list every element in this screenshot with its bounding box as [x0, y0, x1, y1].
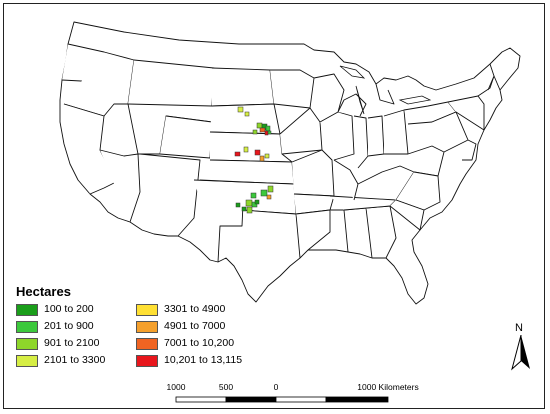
field-polygon	[250, 192, 257, 199]
field-polygon	[252, 129, 258, 135]
field-polygon	[267, 185, 274, 193]
north-arrow-icon	[511, 335, 530, 371]
legend: Hectares 100 to 200 201 to 900 901 to 2100…	[16, 284, 266, 374]
field-polygon	[254, 199, 260, 205]
great-lakes	[339, 65, 432, 115]
legend-swatch	[16, 321, 38, 333]
field-polygon	[265, 125, 271, 132]
field-polygon	[244, 111, 250, 117]
legend-label: 901 to 2100	[44, 337, 100, 349]
field-polygon	[254, 149, 261, 156]
field-polygon	[243, 146, 249, 153]
legend-swatch	[16, 355, 38, 367]
field-polygon	[267, 130, 272, 135]
field-polygon	[237, 106, 244, 113]
field-polygon	[264, 130, 269, 136]
field-polygon	[256, 122, 263, 129]
legend-swatch	[136, 355, 158, 367]
legend-swatch	[136, 321, 158, 333]
legend-label: 10,201 to 13,115	[164, 354, 243, 366]
north-label: N	[515, 322, 523, 334]
field-polygon	[251, 201, 258, 208]
legend-title: Hectares	[16, 284, 71, 299]
field-polygons	[234, 106, 274, 214]
legend-label: 100 to 200	[44, 303, 94, 315]
scale-tick-label: 1000	[166, 382, 186, 392]
field-polygon	[245, 199, 253, 207]
scale-bar-graphic	[175, 396, 389, 403]
field-polygon	[266, 194, 272, 200]
field-polygon	[246, 206, 253, 214]
legend-label: 4901 to 7000	[164, 320, 226, 332]
scale-tick-label: 500	[218, 382, 234, 392]
legend-label: 2101 to 3300	[44, 354, 106, 366]
legend-label: 7001 to 10,200	[164, 337, 235, 349]
field-polygon	[235, 202, 241, 208]
us-map	[59, 21, 521, 305]
scale-bar: 1000 500 0 1000 Kilometers	[164, 382, 454, 410]
legend-swatch	[136, 338, 158, 350]
field-polygon	[260, 189, 268, 197]
north-arrow: N	[507, 322, 537, 372]
field-polygon	[259, 127, 266, 133]
legend-swatch	[16, 304, 38, 316]
field-polygon	[241, 206, 247, 212]
legend-label: 3301 to 4900	[164, 303, 226, 315]
legend-swatch	[16, 338, 38, 350]
field-polygon	[259, 155, 265, 162]
scale-tick-label: 0	[273, 382, 279, 392]
legend-swatch	[136, 304, 158, 316]
field-polygon	[234, 151, 241, 157]
legend-label: 201 to 900	[44, 320, 94, 332]
map-frame: Hectares 100 to 200 201 to 900 901 to 2100…	[3, 3, 545, 409]
state-boundaries	[59, 21, 521, 305]
scale-tick-label: 1000 Kilometers	[357, 382, 419, 392]
field-polygon	[264, 153, 270, 159]
